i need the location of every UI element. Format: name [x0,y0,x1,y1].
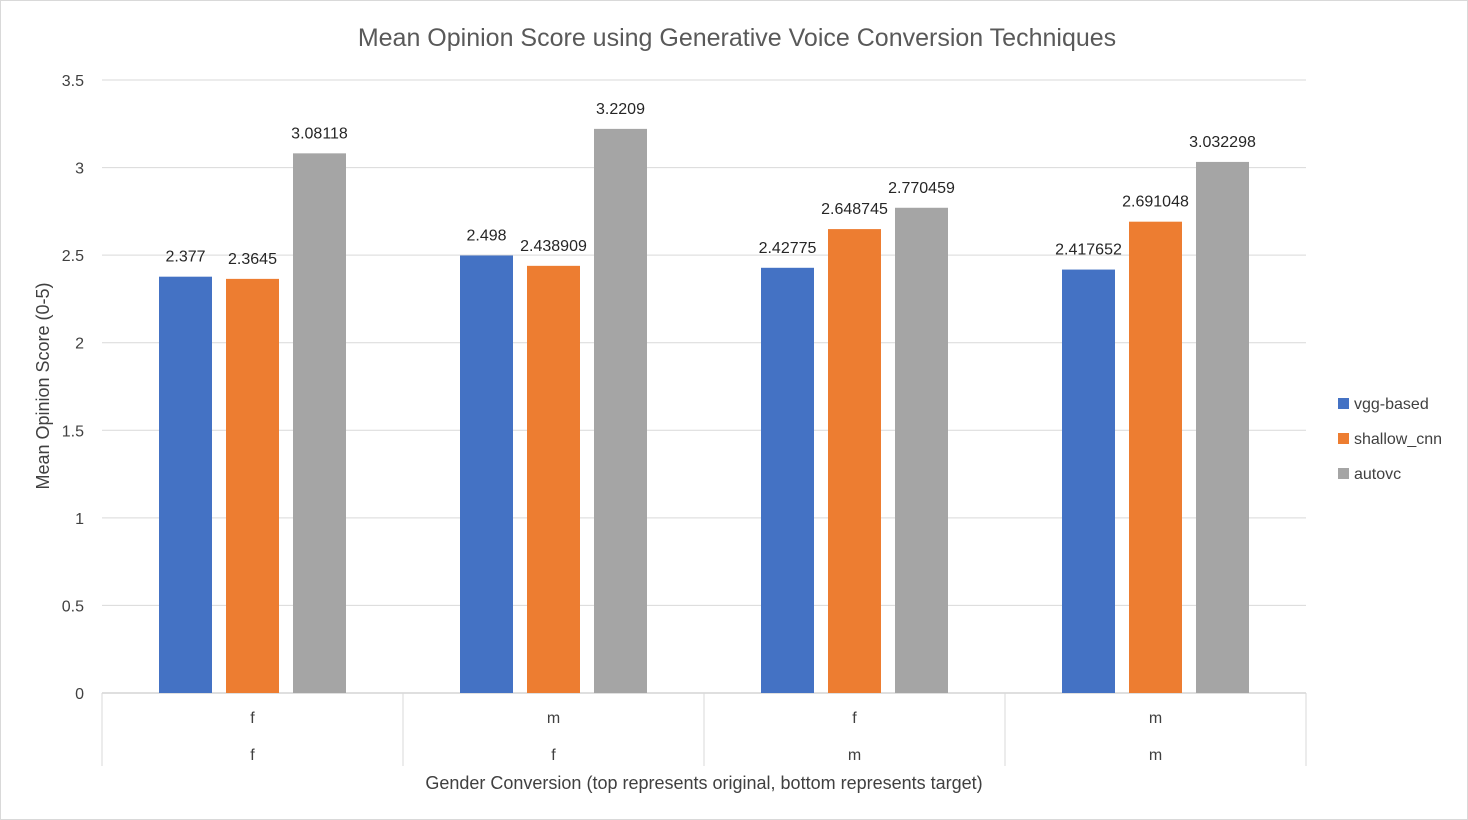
bar-autovc [293,153,346,693]
category-label-original: m [547,710,560,727]
y-tick-label: 2.5 [62,248,84,265]
chart-title: Mean Opinion Score using Generative Voic… [358,24,1116,52]
data-label-autovc: 3.2209 [596,101,645,118]
data-label-autovc: 3.08118 [291,125,348,142]
bars [159,128,1249,693]
data-label-autovc: 3.032298 [1189,134,1256,151]
legend-swatch-autovc [1338,468,1349,479]
y-tick-label: 2 [75,336,84,353]
bar-vgg-based [761,267,814,693]
data-label-shallow_cnn: 2.648745 [821,201,888,218]
category-label-original: m [1149,710,1162,727]
bar-shallow_cnn [226,278,279,693]
legend-label-vgg-based: vgg-based [1354,396,1429,413]
gridlines [102,79,1306,694]
data-label-vgg-based: 2.42775 [759,240,817,257]
x-axis: f f m f f m m m [101,693,1307,766]
data-label-autovc: 2.770459 [888,180,955,197]
legend-label-shallow_cnn: shallow_cnn [1354,431,1442,448]
category-label-original: f [852,710,857,727]
category-label-target: m [848,747,861,764]
data-label-vgg-based: 2.377 [165,249,205,266]
bar-autovc [1196,161,1249,693]
data-label-shallow_cnn: 2.691048 [1122,194,1189,211]
data-label-vgg-based: 2.498 [466,227,506,244]
legend-swatch-vgg-based [1338,398,1349,409]
y-tick-label: 3 [75,161,84,178]
bar-vgg-based [460,255,513,693]
bar-vgg-based [159,276,212,693]
category-label-target: m [1149,747,1162,764]
legend-label-autovc: autovc [1354,466,1401,483]
y-axis-ticks: 0 0.5 1 1.5 2 2.5 3 3.5 [62,73,84,703]
y-tick-label: 0.5 [62,598,84,615]
bar-autovc [895,207,948,693]
category-label-target: f [250,747,255,764]
legend-swatch-shallow_cnn [1338,433,1349,444]
x-axis-title: Gender Conversion (top represents origin… [425,773,982,793]
data-label-shallow_cnn: 2.438909 [520,238,587,255]
y-tick-label: 3.5 [62,73,84,90]
bar-shallow_cnn [828,229,881,693]
y-axis-title: Mean Opinion Score (0-5) [33,282,53,489]
data-label-shallow_cnn: 2.3645 [228,251,277,268]
category-label-original: f [250,710,255,727]
y-tick-label: 0 [75,686,84,703]
category-label-target: f [551,747,556,764]
bar-shallow_cnn [527,265,580,693]
bar-vgg-based [1062,269,1115,693]
bar-shallow_cnn [1129,221,1182,693]
bar-autovc [594,128,647,693]
data-labels: 2.377 2.3645 3.08118 2.498 2.438909 3.2209 2.4… [165,101,1255,268]
y-tick-label: 1 [75,511,84,528]
data-label-vgg-based: 2.417652 [1055,242,1122,259]
y-tick-label: 1.5 [62,423,84,440]
